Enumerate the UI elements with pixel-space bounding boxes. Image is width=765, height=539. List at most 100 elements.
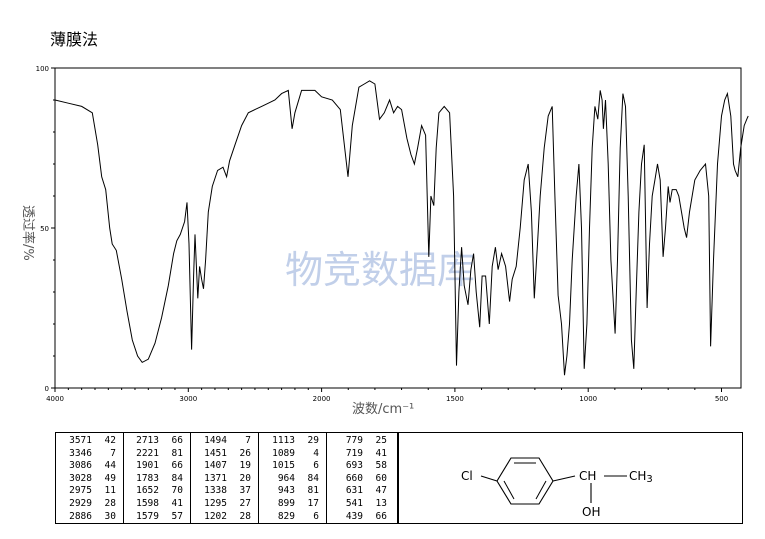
peak-wavenumber: 964 xyxy=(277,472,295,484)
ch-bond xyxy=(552,475,576,482)
peak-transmittance: 57 xyxy=(171,510,183,522)
peak-transmittance: 26 xyxy=(239,447,251,459)
peak-transmittance: 17 xyxy=(307,497,319,509)
method-title: 薄膜法 xyxy=(50,30,99,49)
peak-wavenumber: 2886 xyxy=(69,510,92,522)
peak-row: 660 60 xyxy=(333,473,387,486)
peak-transmittance: 13 xyxy=(375,497,387,509)
peak-wavenumber: 1901 xyxy=(136,460,159,472)
y-axis-title: 透过率/% xyxy=(20,205,36,261)
x-tick-label: 4000 xyxy=(46,395,64,403)
peak-wavenumber: 3086 xyxy=(69,460,92,472)
peak-row: 1407 19 xyxy=(197,460,251,473)
peak-transmittance: 7 xyxy=(245,435,251,446)
peak-row: 439 66 xyxy=(333,511,387,524)
peak-transmittance: 44 xyxy=(104,460,116,472)
watermark: 物竞数据库 xyxy=(285,248,475,292)
peak-transmittance: 81 xyxy=(307,485,319,497)
x-tick-label: 1000 xyxy=(579,395,597,403)
ch3-label: CH3 xyxy=(629,469,653,485)
peak-transmittance: 19 xyxy=(239,460,251,472)
table-divider xyxy=(190,433,191,523)
peak-transmittance: 29 xyxy=(307,435,319,446)
peak-column: 3571 42 3346 7 3086 44 3028 49 2975 11 2929 28 2886 3… xyxy=(62,435,116,523)
peak-transmittance: 30 xyxy=(104,510,116,522)
peak-wavenumber: 779 xyxy=(345,435,363,446)
peak-wavenumber: 2929 xyxy=(69,497,92,509)
table-divider xyxy=(326,433,327,523)
peak-wavenumber: 1089 xyxy=(272,447,295,459)
peak-column: 779 25 719 41 693 58 660 60 631 47 541 13 439 66 xyxy=(333,435,387,523)
structure-panel: Cl CH CH3 OH xyxy=(398,432,743,524)
peak-wavenumber: 1652 xyxy=(136,485,159,497)
peak-column: 1494 7 1451 26 1407 19 1371 20 1338 37 1295 27 1202 2… xyxy=(197,435,251,523)
peak-wavenumber: 3346 xyxy=(69,447,92,459)
peak-wavenumber: 541 xyxy=(345,497,363,509)
y-tick-label: 100 xyxy=(36,65,49,73)
x-tick-label: 3000 xyxy=(179,395,197,403)
peak-row: 541 13 xyxy=(333,498,387,511)
ch-label: CH xyxy=(579,469,596,483)
peak-table: 3571 42 3346 7 3086 44 3028 49 2975 11 2929 28 2886 3… xyxy=(55,432,398,524)
peak-transmittance: 66 xyxy=(375,510,387,522)
peak-transmittance: 25 xyxy=(375,435,387,446)
series-line xyxy=(54,80,749,376)
peak-row: 829 6 xyxy=(265,511,319,524)
peak-row: 1371 20 xyxy=(197,473,251,486)
structure-diagram: Cl CH CH3 OH xyxy=(461,457,653,519)
peak-transmittance: 27 xyxy=(239,497,251,509)
ring-inner-bond xyxy=(503,480,515,500)
peak-wavenumber: 3028 xyxy=(69,472,92,484)
x-tick-label: 500 xyxy=(715,395,728,403)
peak-wavenumber: 660 xyxy=(345,472,363,484)
ring-inner-bond xyxy=(535,480,547,500)
peak-row: 3571 42 xyxy=(62,435,116,448)
peak-wavenumber: 2713 xyxy=(136,435,159,446)
x-axis-title: 波数/cm⁻¹ xyxy=(352,402,414,417)
peak-row: 2886 30 xyxy=(62,511,116,524)
peak-row: 1338 37 xyxy=(197,485,251,498)
peak-wavenumber: 1113 xyxy=(272,435,295,446)
benzene-ring xyxy=(496,457,554,505)
oh-label: OH xyxy=(582,505,600,519)
x-tick-label: 1500 xyxy=(446,395,464,403)
peak-wavenumber: 1783 xyxy=(136,472,159,484)
peak-row: 2713 66 xyxy=(129,435,183,448)
peak-row: 1295 27 xyxy=(197,498,251,511)
peak-transmittance: 49 xyxy=(104,472,116,484)
peak-row: 1089 4 xyxy=(265,448,319,461)
peak-row: 3028 49 xyxy=(62,473,116,486)
peak-row: 1202 28 xyxy=(197,511,251,524)
peak-wavenumber: 1451 xyxy=(204,447,227,459)
peak-column: 1113 29 1089 4 1015 6 964 84 943 81 899 17 829 6 xyxy=(265,435,319,523)
peak-wavenumber: 1494 xyxy=(204,435,227,446)
peak-row: 1783 84 xyxy=(129,473,183,486)
peak-transmittance: 6 xyxy=(313,510,319,522)
peak-row: 3346 7 xyxy=(62,448,116,461)
peak-transmittance: 7 xyxy=(110,447,116,459)
peak-wavenumber: 943 xyxy=(277,485,295,497)
cl-label: Cl xyxy=(461,469,473,483)
peak-row: 1579 57 xyxy=(129,511,183,524)
peak-row: 1652 70 xyxy=(129,485,183,498)
peak-row: 964 84 xyxy=(265,473,319,486)
y-tick-label: 50 xyxy=(40,225,49,233)
peak-transmittance: 66 xyxy=(171,460,183,472)
peak-transmittance: 58 xyxy=(375,460,387,472)
peak-wavenumber: 1295 xyxy=(204,497,227,509)
peak-row: 2929 28 xyxy=(62,498,116,511)
peak-wavenumber: 1371 xyxy=(204,472,227,484)
peak-row: 1451 26 xyxy=(197,448,251,461)
peak-wavenumber: 1598 xyxy=(136,497,159,509)
peak-row: 1015 6 xyxy=(265,460,319,473)
peak-row: 899 17 xyxy=(265,498,319,511)
peak-row: 1494 7 xyxy=(197,435,251,448)
peak-transmittance: 41 xyxy=(171,497,183,509)
peak-transmittance: 11 xyxy=(104,485,116,497)
peak-transmittance: 41 xyxy=(375,447,387,459)
peak-wavenumber: 2221 xyxy=(136,447,159,459)
peak-transmittance: 81 xyxy=(171,447,183,459)
peak-wavenumber: 1338 xyxy=(204,485,227,497)
